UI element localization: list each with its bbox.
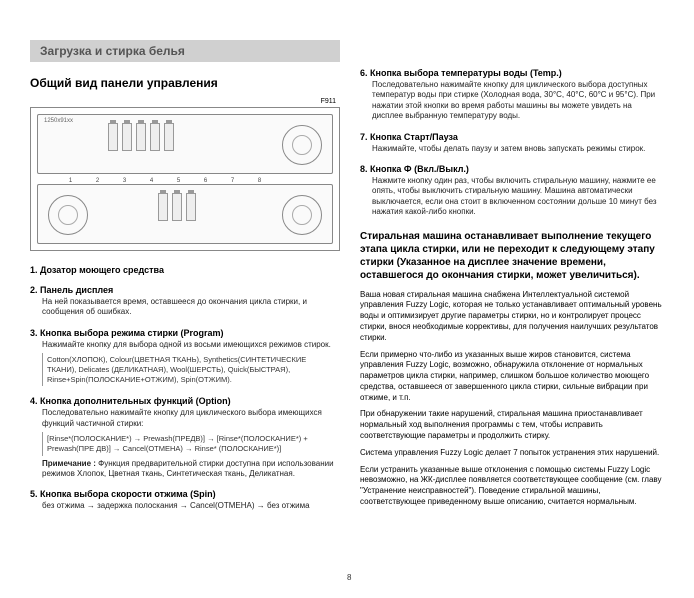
item-note-box: Cotton(ХЛОПОК), Colour(ЦВЕТНАЯ ТКАНЬ), S… xyxy=(42,353,340,386)
dial-icon xyxy=(282,125,322,165)
paragraph: При обнаружении такие нарушений, стираль… xyxy=(360,409,664,441)
item-7: 7. Кнопка Старт/Пауза Нажимайте, чтобы д… xyxy=(360,132,664,154)
knob-icon xyxy=(108,123,118,151)
item-num: 7. xyxy=(360,132,368,142)
panel-overview-heading: Общий вид панели управления xyxy=(30,76,340,90)
paragraph: Система управления Fuzzy Logic делает 7 … xyxy=(360,448,664,459)
item-body: Нажимайте, чтобы делать паузу и затем вн… xyxy=(360,144,664,154)
item-title: Панель дисплея xyxy=(40,285,113,295)
item-num: 6. xyxy=(360,68,368,78)
item-body: без отжима → задержка полоскания → Cance… xyxy=(30,501,340,511)
paragraph: Если устранить указанные выше отклонения… xyxy=(360,465,664,508)
knob-icon xyxy=(158,193,168,221)
dial-icon xyxy=(48,195,88,235)
warning-block: Стиральная машина останавливает выполнен… xyxy=(360,230,664,282)
knob-icon xyxy=(150,123,160,151)
item-num: 4. xyxy=(30,396,38,406)
knob-icon xyxy=(136,123,146,151)
panel-diagram-bottom xyxy=(37,184,333,244)
knob-icon xyxy=(122,123,132,151)
item-body: Последовательно нажимайте кнопку для цик… xyxy=(30,408,340,429)
item-title: Кнопка Старт/Пауза xyxy=(370,132,458,142)
item-num: 5. xyxy=(30,489,38,499)
control-panel-figure: 1250x91xx 1 2 3 4 5 6 7 8 xyxy=(30,107,340,251)
figure-label: F911 xyxy=(30,98,340,105)
item-title: Кнопка выбора режима стирки (Program) xyxy=(40,328,223,338)
item-6: 6. Кнопка выбора температуры воды (Temp.… xyxy=(360,68,664,122)
item-8: 8. Кнопка Ф (Вкл./Выкл.) Нажмите кнопку … xyxy=(360,164,664,218)
item-title: Кнопка выбора температуры воды (Temp.) xyxy=(370,68,562,78)
knob-icon xyxy=(186,193,196,221)
item-2: 2. Панель дисплея На ней показывается вр… xyxy=(30,285,340,318)
panel-diagram-top: 1250x91xx xyxy=(37,114,333,174)
item-title: Кнопка Ф (Вкл./Выкл.) xyxy=(370,164,469,174)
item-4: 4. Кнопка дополнительных функций (Option… xyxy=(30,396,340,479)
dial-icon xyxy=(282,195,322,235)
knob-icon xyxy=(164,123,174,151)
item-3: 3. Кнопка выбора режима стирки (Program)… xyxy=(30,328,340,387)
knob-icon xyxy=(172,193,182,221)
section-title-bar: Загрузка и стирка белья xyxy=(30,40,340,62)
item-note: Примечание : Функция предварительной сти… xyxy=(30,459,340,480)
item-body: Последовательно нажимайте кнопку для цик… xyxy=(360,80,664,122)
item-body: На ней показывается время, оставшееся до… xyxy=(30,297,340,318)
page-number: 8 xyxy=(347,573,351,582)
item-flow-box: [Rinse*(ПОЛОСКАНИЕ*) → Prewash(ПРЕДВ)] →… xyxy=(42,432,340,456)
item-5: 5. Кнопка выбора скорости отжима (Spin) … xyxy=(30,489,340,511)
item-num: 2. xyxy=(30,285,38,295)
paragraph: Если примерно что-либо из указанных выше… xyxy=(360,350,664,404)
item-num: 1. xyxy=(30,265,38,275)
item-body: Нажмите кнопку один раз, чтобы включить … xyxy=(360,176,664,218)
item-num: 3. xyxy=(30,328,38,338)
item-body: Нажимайте кнопку для выбора одной из вос… xyxy=(30,340,340,350)
item-title: Кнопка дополнительных функций (Option) xyxy=(40,396,231,406)
knob-group xyxy=(108,123,174,151)
item-num: 8. xyxy=(360,164,368,174)
item-1: 1. Дозатор моющего средства xyxy=(30,265,340,275)
knob-group xyxy=(158,193,196,221)
paragraph: Ваша новая стиральная машина снабжена Ин… xyxy=(360,290,664,344)
model-label: 1250x91xx xyxy=(44,118,73,124)
item-title: Дозатор моющего средства xyxy=(40,265,164,275)
item-title: Кнопка выбора скорости отжима (Spin) xyxy=(40,489,216,499)
